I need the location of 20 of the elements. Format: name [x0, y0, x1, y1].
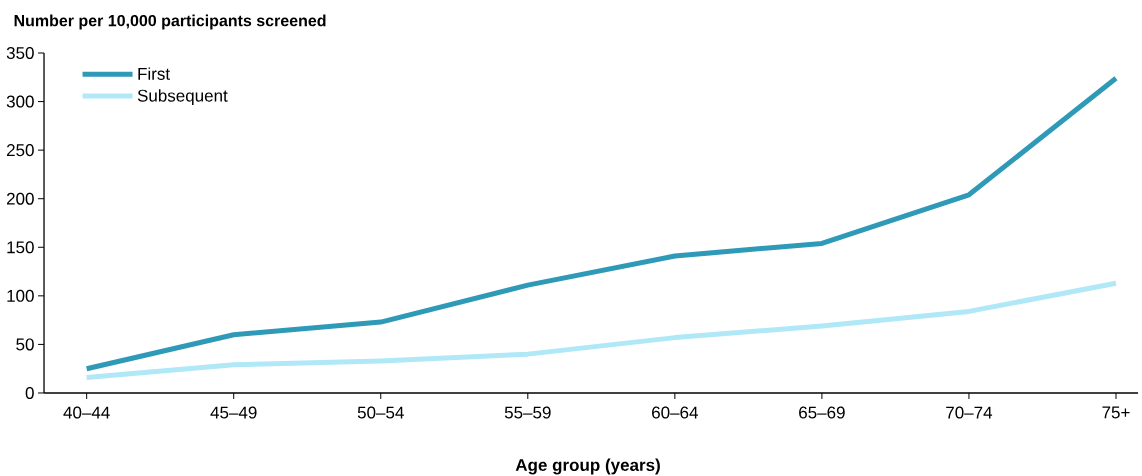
x-tick-label: 45–49	[210, 406, 257, 419]
y-tick-label: 0	[25, 386, 34, 400]
y-tick-label: 200	[6, 192, 34, 205]
y-tick-label: 100	[7, 289, 34, 302]
x-tick-label: 40–44	[63, 406, 110, 419]
y-axis-title: Number per 10,000 participants screened	[14, 14, 326, 30]
y-tick-label: 250	[6, 144, 34, 157]
legend-label: First	[138, 67, 170, 80]
y-tick-label: 300	[6, 95, 34, 108]
x-tick-label: 55–59	[504, 406, 551, 419]
x-tick-label: 75+	[1102, 406, 1130, 419]
x-axis-title: Age group (years)	[515, 458, 660, 475]
y-tick-label: 350	[6, 46, 34, 60]
x-tick-label: 50–54	[357, 406, 404, 419]
legend-label: Subsequent	[137, 89, 228, 106]
x-tick-label: 65–69	[799, 406, 845, 419]
y-tick-label: 50	[16, 338, 34, 351]
y-tick-label: 150	[7, 241, 34, 254]
x-tick-label: 60–64	[652, 406, 698, 419]
x-tick-label: 70–74	[946, 406, 993, 419]
